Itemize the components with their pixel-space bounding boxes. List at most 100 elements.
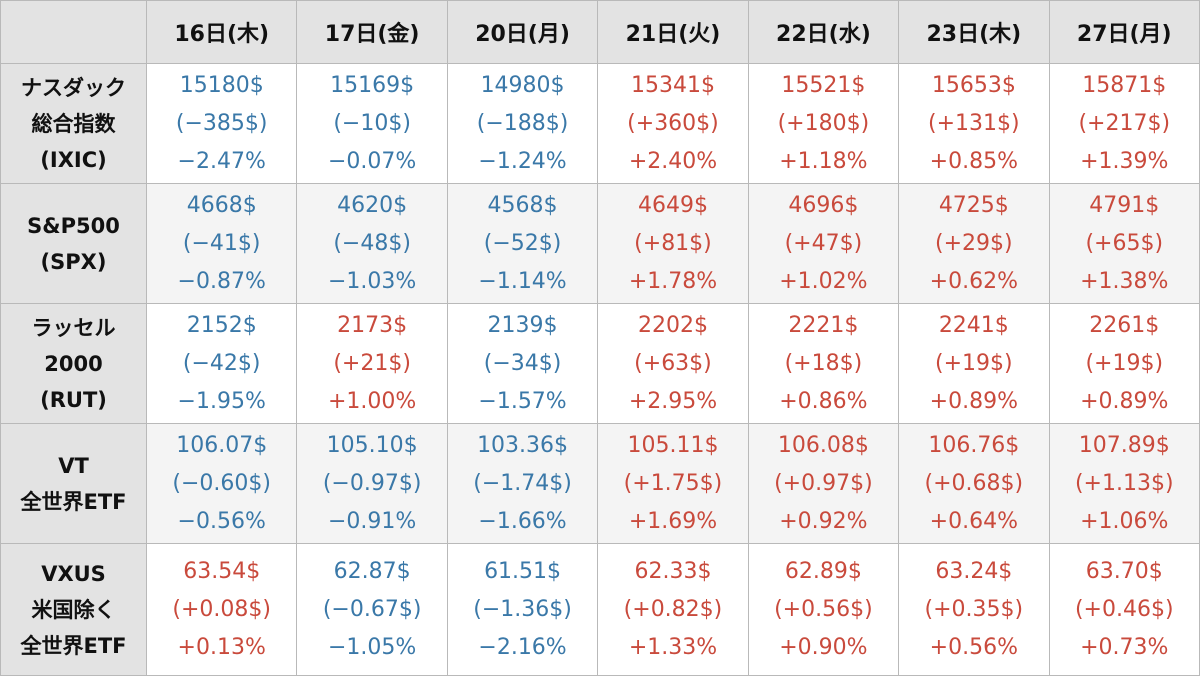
- percent-change: −0.56%: [177, 508, 266, 534]
- price-value: 63.24$: [935, 558, 1013, 584]
- value-cell: 15871$ (+217$) +1.39%: [1048, 63, 1200, 184]
- value-cell: 15180$ (−385$) −2.47%: [145, 63, 298, 184]
- change-value: (−42$): [182, 350, 261, 376]
- price-value: 2139$: [487, 312, 558, 338]
- percent-change: −2.16%: [478, 634, 567, 660]
- price-value: 61.51$: [484, 558, 562, 584]
- row-header: ナスダック総合指数 (IXIC): [0, 63, 147, 184]
- price-value: 103.36$: [477, 432, 569, 458]
- price-value: 4649$: [637, 192, 708, 218]
- value-cell: 62.89$ (+0.56$) +0.90%: [747, 543, 900, 676]
- percent-change: −1.05%: [327, 634, 417, 660]
- vxus-row: VXUS 米国除く 全世界ETF 63.54$ (+0.08$) +0.13% 62.87$…: [0, 543, 1200, 676]
- value-cell: 63.24$ (+0.35$) +0.56%: [898, 543, 1050, 676]
- percent-change: −1.95%: [177, 388, 266, 414]
- change-value: (+18$): [784, 350, 863, 376]
- change-value: (−188$): [476, 110, 569, 136]
- change-value: (+0.46$): [1074, 596, 1174, 622]
- row-header-line: ナスダック: [21, 75, 126, 100]
- change-value: (+21$): [333, 350, 411, 376]
- corner-cell: [0, 0, 147, 64]
- price-value: 62.87$: [333, 558, 411, 584]
- price-value: 2173$: [337, 312, 408, 338]
- column-header-date: 16日(木): [145, 0, 298, 64]
- price-value: 2241$: [938, 312, 1009, 338]
- sp500-row: S&P500 (SPX) 4668$ (−41$) −0.87% 4620$ (−48$) −…: [0, 183, 1200, 304]
- percent-change: −1.24%: [478, 148, 567, 174]
- row-header-line: 総合指数: [31, 111, 116, 136]
- change-value: (+360$): [627, 110, 719, 136]
- percent-change: +2.40%: [628, 148, 718, 174]
- percent-change: −1.66%: [478, 508, 567, 534]
- russell2000-row: ラッセル 2000 (RUT) 2152$ (−42$) −1.95% 2173$ (+21$…: [0, 303, 1200, 424]
- percent-change: +0.64%: [929, 508, 1018, 534]
- row-header-line: (IXIC): [40, 147, 107, 172]
- value-cell: 2152$ (−42$) −1.95%: [145, 303, 298, 424]
- row-header: ラッセル 2000 (RUT): [0, 303, 147, 424]
- change-value: (−52$): [483, 230, 562, 256]
- table-header: 16日(木) 17日(金) 20日(月) 21日(火) 22日(水) 23日(木…: [0, 0, 1200, 64]
- table-body: ナスダック総合指数 (IXIC) 15180$ (−385$) −2.47% 15169$…: [0, 63, 1200, 676]
- percent-change: +0.86%: [779, 388, 868, 414]
- percent-change: −1.57%: [478, 388, 567, 414]
- change-value: (+47$): [784, 230, 863, 256]
- value-cell: 2173$ (+21$) +1.00%: [296, 303, 448, 424]
- price-value: 107.89$: [1078, 432, 1170, 458]
- price-value: 15180$: [179, 72, 264, 98]
- percent-change: +2.95%: [628, 388, 718, 414]
- price-value: 2202$: [637, 312, 708, 338]
- value-cell: 2202$ (+63$) +2.95%: [597, 303, 749, 424]
- value-cell: 14980$ (−188$) −1.24%: [446, 63, 599, 184]
- change-value: (−1.36$): [473, 596, 572, 622]
- value-cell: 4668$ (−41$) −0.87%: [145, 183, 298, 304]
- price-value: 4725$: [938, 192, 1009, 218]
- change-value: (+0.35$): [924, 596, 1024, 622]
- value-cell: 2241$ (+19$) +0.89%: [898, 303, 1050, 424]
- change-value: (−41$): [182, 230, 261, 256]
- value-cell: 15521$ (+180$) +1.18%: [747, 63, 900, 184]
- price-value: 4668$: [186, 192, 257, 218]
- percent-change: +0.73%: [1080, 634, 1169, 660]
- change-value: (+217$): [1078, 110, 1171, 136]
- price-value: 15871$: [1082, 72, 1167, 98]
- row-header-line: 米国除く: [31, 597, 116, 622]
- column-header-date: 22日(水): [747, 0, 900, 64]
- vt-row: VT 全世界ETF 106.07$ (−0.60$) −0.56% 105.10$ (−0.…: [0, 423, 1200, 544]
- row-header-line: S&P500: [27, 213, 120, 238]
- change-value: (+81$): [634, 230, 712, 256]
- percent-change: +1.38%: [1080, 268, 1169, 294]
- price-value: 63.54$: [183, 558, 261, 584]
- price-value: 2152$: [186, 312, 257, 338]
- percent-change: +1.33%: [628, 634, 718, 660]
- price-value: 4791$: [1089, 192, 1160, 218]
- percent-change: +1.02%: [779, 268, 868, 294]
- change-value: (−48$): [333, 230, 411, 256]
- change-value: (−10$): [333, 110, 411, 136]
- percent-change: +1.39%: [1080, 148, 1169, 174]
- price-value: 2221$: [788, 312, 859, 338]
- change-value: (+65$): [1085, 230, 1164, 256]
- value-cell: 61.51$ (−1.36$) −2.16%: [446, 543, 599, 676]
- value-cell: 105.11$ (+1.75$) +1.69%: [597, 423, 749, 544]
- change-value: (+19$): [935, 350, 1013, 376]
- percent-change: −0.07%: [327, 148, 417, 174]
- percent-change: −2.47%: [177, 148, 266, 174]
- change-value: (+0.97$): [774, 470, 873, 496]
- change-value: (−1.74$): [473, 470, 572, 496]
- price-value: 15653$: [931, 72, 1016, 98]
- percent-change: +1.06%: [1080, 508, 1169, 534]
- change-value: (+0.08$): [172, 596, 271, 622]
- change-value: (−0.67$): [322, 596, 422, 622]
- price-value: 106.07$: [176, 432, 268, 458]
- price-value: 15169$: [330, 72, 415, 98]
- row-header: S&P500 (SPX): [0, 183, 147, 304]
- price-value: 15341$: [630, 72, 715, 98]
- change-value: (+1.75$): [623, 470, 723, 496]
- value-cell: 4568$ (−52$) −1.14%: [446, 183, 599, 304]
- price-value: 4620$: [337, 192, 408, 218]
- change-value: (−34$): [483, 350, 562, 376]
- value-cell: 2221$ (+18$) +0.86%: [747, 303, 900, 424]
- price-value: 14980$: [480, 72, 565, 98]
- value-cell: 105.10$ (−0.97$) −0.91%: [296, 423, 448, 544]
